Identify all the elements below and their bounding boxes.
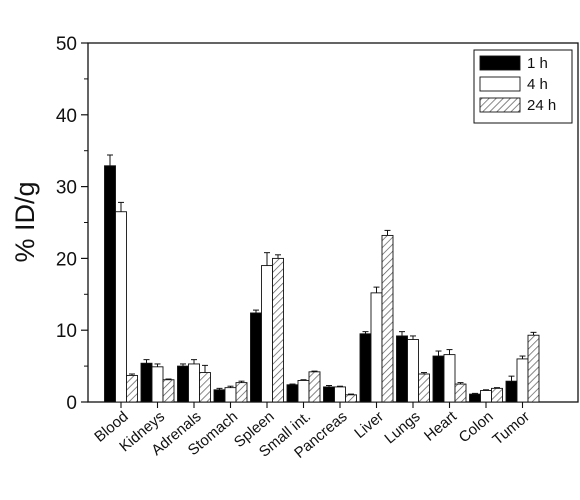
category-group: [140, 359, 175, 403]
bar: [418, 373, 430, 403]
y-axis-title: % ID/g: [10, 181, 40, 262]
x-tick-label: Heart: [421, 408, 461, 445]
category-group: [104, 154, 138, 403]
bar: [213, 389, 226, 403]
x-tick-label: Tumor: [489, 408, 533, 449]
legend-swatch: [479, 76, 521, 92]
bar: [323, 386, 335, 403]
y-tick-label: 0: [66, 393, 77, 414]
bar: [359, 333, 372, 403]
category-group: [250, 252, 284, 403]
x-tick-label: Liver: [351, 408, 387, 442]
bar: [469, 393, 481, 403]
bar: [126, 374, 138, 403]
bar: [527, 334, 540, 403]
legend-swatch: [479, 97, 521, 113]
x-tick-label: Colon: [456, 408, 497, 446]
bar: [104, 165, 116, 403]
bar: [505, 380, 518, 403]
bar: [407, 339, 419, 403]
bar: [261, 265, 273, 403]
legend-label: 4 h: [527, 76, 548, 93]
bar: [199, 372, 211, 403]
y-tick-label: 40: [56, 106, 77, 127]
bar: [224, 387, 237, 403]
y-tick-label: 10: [56, 321, 77, 342]
bar: [188, 363, 200, 403]
bar: [272, 257, 284, 403]
category-group: [505, 331, 540, 403]
y-tick-label: 20: [56, 249, 77, 270]
bar: [443, 354, 456, 403]
category-group: [396, 331, 430, 403]
category-group: [213, 380, 248, 403]
bar-groups: [104, 154, 540, 403]
category-group: [323, 384, 357, 403]
y-tick-label: 30: [56, 178, 77, 199]
bar: [491, 387, 503, 403]
bar: [235, 382, 248, 403]
bar: [250, 312, 262, 403]
bar: [516, 358, 529, 403]
bar: [454, 383, 467, 403]
bar: [381, 234, 394, 403]
category-group: [469, 387, 503, 403]
x-tick-label: Lungs: [381, 408, 423, 447]
category-group: [286, 370, 321, 403]
category-group: [432, 349, 467, 403]
bar: [177, 365, 189, 403]
bar: [115, 211, 127, 403]
bar: [432, 355, 445, 403]
category-group: [359, 229, 394, 403]
bar: [140, 362, 153, 403]
legend-label: 24 h: [527, 97, 556, 114]
bar: [334, 386, 346, 403]
bar: [297, 380, 310, 403]
bar: [162, 379, 175, 403]
y-axis: 0 10 20 30 40 50: [56, 34, 88, 414]
legend-swatch: [479, 55, 521, 71]
bar: [286, 384, 299, 403]
bar: [370, 292, 383, 403]
category-group: [177, 359, 211, 403]
bar: [308, 371, 321, 403]
bar: [345, 394, 357, 403]
legend-label: 1 h: [527, 55, 548, 72]
legend: 1 h 4 h 24 h: [473, 49, 573, 124]
bar: [151, 366, 164, 403]
y-tick-label: 50: [56, 34, 77, 55]
bar: [480, 390, 492, 403]
bar: [396, 335, 408, 403]
